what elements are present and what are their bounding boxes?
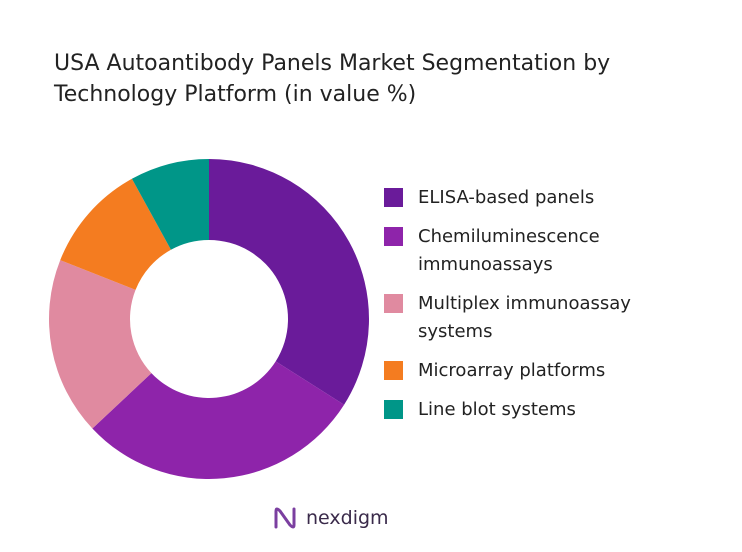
legend-label: ELISA-based panels [418,187,595,208]
legend-label: Microarray platforms [418,360,606,381]
legend-item: Chemiluminescence immunoassays [384,223,684,279]
legend-swatch [384,400,403,419]
legend-label: Multiplex immunoassay systems [418,293,631,342]
logo: nexdigm [272,505,389,531]
legend-item: Line blot systems [384,396,684,424]
legend-swatch [384,361,403,380]
donut-slice [131,159,209,250]
legend-label: Line blot systems [418,399,576,420]
legend-item: ELISA-based panels [384,184,684,212]
donut-slice [92,361,345,479]
donut-slice [60,178,171,290]
legend: ELISA-based panels Chemiluminescence immu… [384,184,684,435]
legend-item: Microarray platforms [384,357,684,385]
legend-swatch [384,188,403,207]
logo-icon [274,507,296,529]
legend-item: Multiplex immunoassay systems [384,290,684,346]
donut-slice [49,260,152,429]
logo-text: nexdigm [306,507,389,529]
legend-swatch [384,227,403,246]
donut-slice [209,159,370,405]
chart-title: USA Autoantibody Panels Market Segmentat… [54,51,611,107]
legend-swatch [384,294,403,313]
legend-label: Chemiluminescence immunoassays [418,226,600,275]
